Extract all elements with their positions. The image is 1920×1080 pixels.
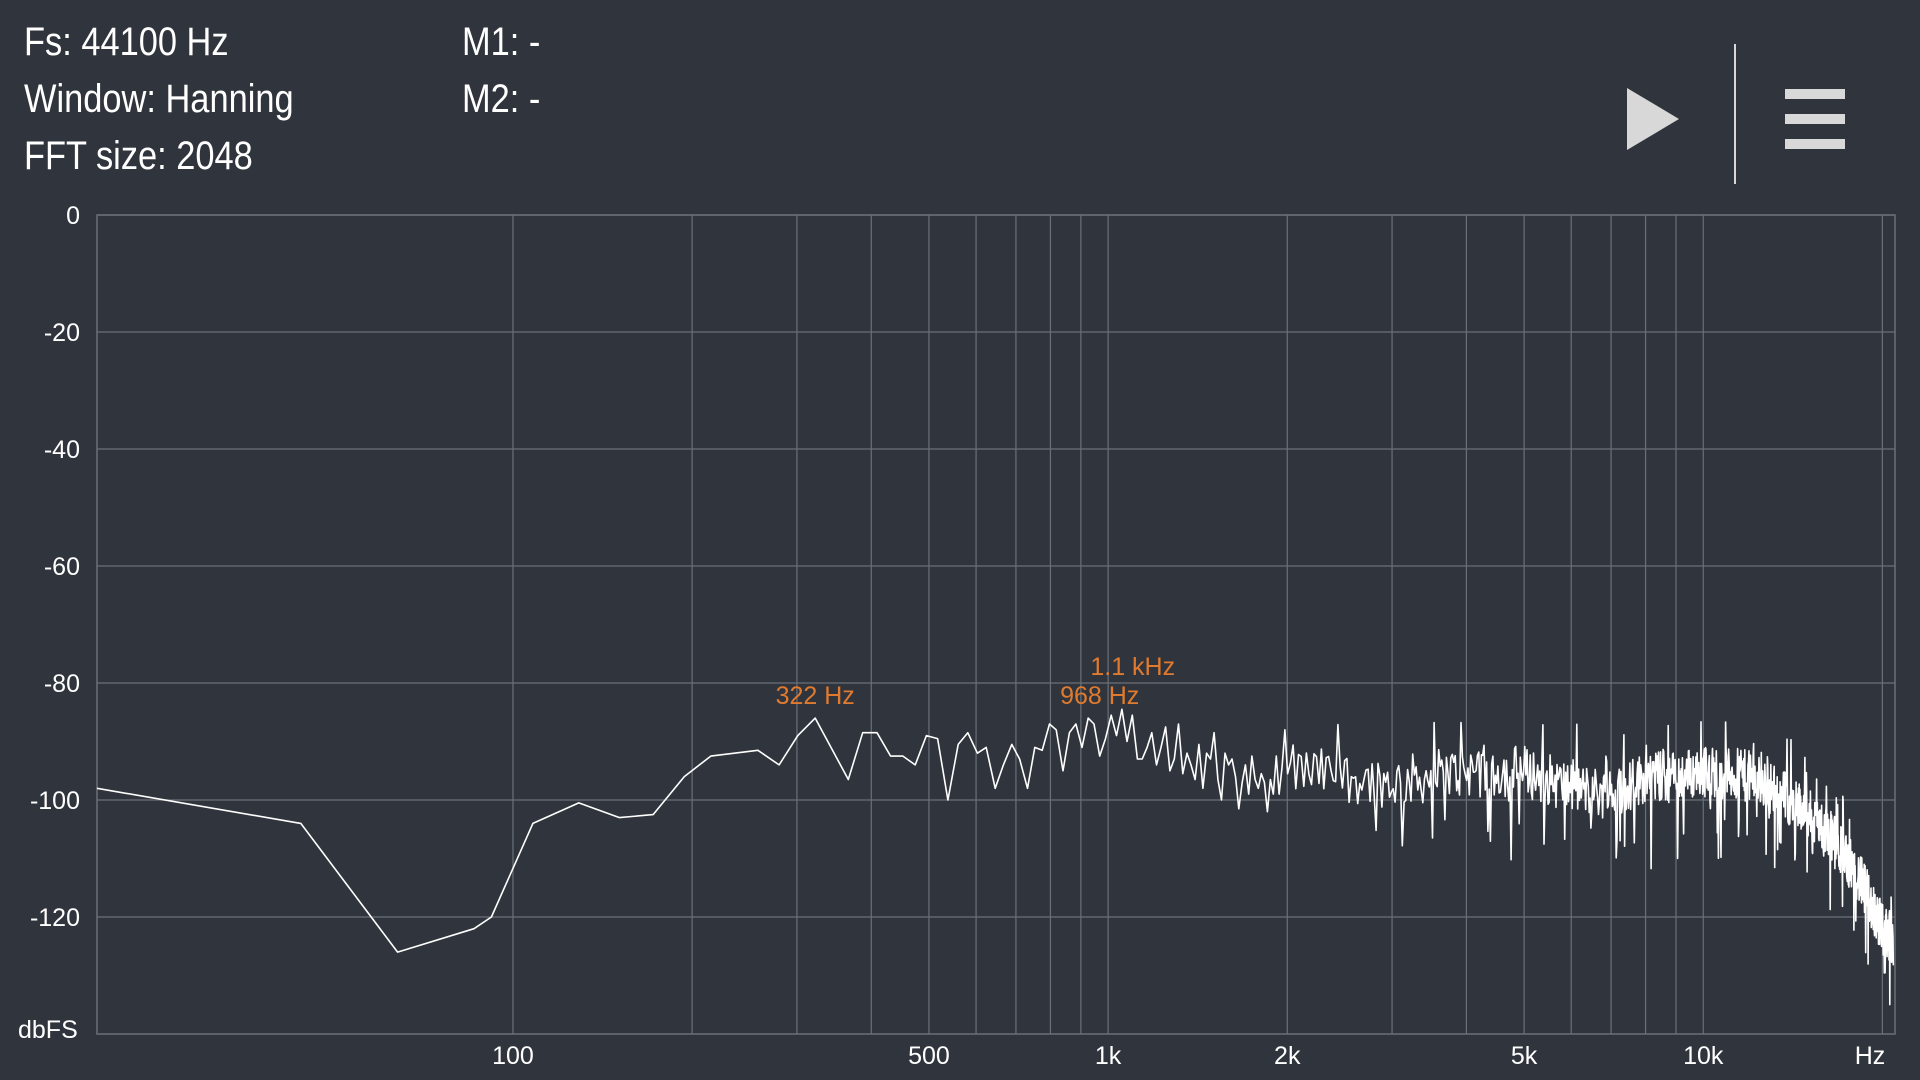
x-tick-label: 500 — [908, 1042, 950, 1070]
y-tick-label: -120 — [30, 904, 80, 932]
x-axis-unit-label: Hz — [1855, 1042, 1886, 1070]
info-panel-left: Fs: 44100 Hz Window: Hanning FFT size: 2… — [24, 14, 338, 185]
play-button[interactable] — [1615, 84, 1685, 154]
marker-2-readout: M2: - — [462, 77, 541, 121]
y-tick-label: -100 — [30, 787, 80, 815]
peak-label: 1.1 kHz — [1090, 653, 1175, 681]
spectrum-trace — [96, 708, 1895, 1006]
x-tick-label: 100 — [492, 1042, 534, 1070]
y-tick-label: -40 — [44, 436, 80, 464]
y-tick-label: 0 — [66, 202, 80, 230]
x-tick-label: 2k — [1274, 1042, 1301, 1070]
y-tick-label: -80 — [44, 670, 80, 698]
y-tick-label: -20 — [44, 319, 80, 347]
play-icon — [1627, 88, 1679, 150]
marker-1-readout: M1: - — [462, 20, 541, 64]
x-tick-label: 10k — [1683, 1042, 1724, 1070]
y-tick-label: -60 — [44, 553, 80, 581]
peak-label: 968 Hz — [1060, 682, 1139, 710]
x-tick-label: 1k — [1095, 1042, 1122, 1070]
x-tick-label: 5k — [1511, 1042, 1538, 1070]
hamburger-menu-icon — [1785, 89, 1845, 149]
menu-button[interactable] — [1782, 86, 1848, 152]
window-label: Window: Hanning — [24, 77, 294, 121]
fft-size-label: FFT size: 2048 — [24, 134, 253, 178]
info-panel-markers: M1: - M2: - — [462, 14, 553, 128]
peak-label: 322 Hz — [776, 682, 855, 710]
y-axis-unit-label: dbFS — [18, 1016, 78, 1044]
toolbar-divider — [1734, 44, 1736, 184]
sample-rate-label: Fs: 44100 Hz — [24, 20, 229, 64]
